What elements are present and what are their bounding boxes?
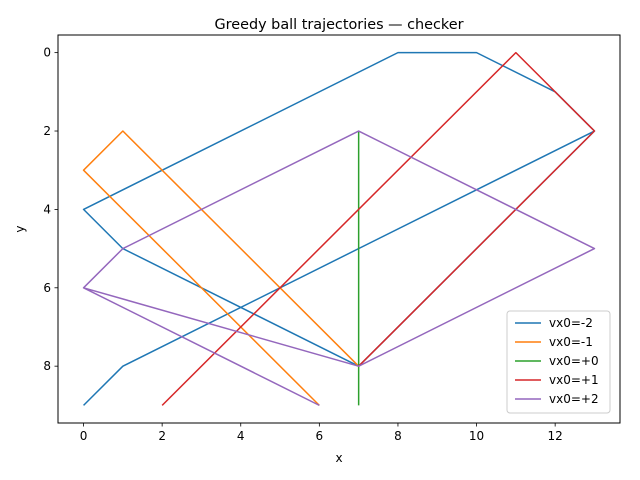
y-axis-label: y	[13, 225, 27, 232]
x-tick-label-1: 2	[158, 429, 166, 443]
plot-lines	[82, 51, 596, 407]
legend: vx0=-2 vx0=-1 vx0=+0 vx0=+1 vx0=+2	[506, 310, 611, 414]
y-axis-ticks: 0 2 4 6 8	[43, 46, 58, 373]
series-line-3	[161, 51, 596, 406]
legend-box	[506, 310, 611, 414]
y-tick-label-0: 0	[43, 46, 51, 60]
legend-label-3: vx0=+1	[549, 373, 599, 387]
y-tick-label-1: 2	[43, 124, 51, 138]
y-tick-label-3: 6	[43, 281, 51, 295]
x-tick-label-6: 12	[548, 429, 563, 443]
x-tick-label-0: 0	[80, 429, 88, 443]
legend-label-1: vx0=-1	[549, 335, 593, 349]
x-axis-ticks: 0 2 4 6 8 10 12	[80, 423, 563, 443]
x-tick-label-3: 6	[316, 429, 324, 443]
chart-title: Greedy ball trajectories — checker	[215, 17, 464, 33]
series-line-4	[82, 130, 596, 407]
y-tick-label-2: 4	[43, 202, 51, 216]
x-tick-label-4: 8	[394, 429, 402, 443]
legend-label-4: vx0=+2	[549, 392, 599, 406]
y-tick-label-4: 8	[43, 359, 51, 373]
plot-frame	[57, 34, 621, 424]
x-axis-label: x	[335, 451, 342, 465]
series-line-1	[82, 130, 360, 406]
legend-label-2: vx0=+0	[549, 354, 599, 368]
x-tick-label-5: 10	[469, 429, 484, 443]
x-tick-label-2: 4	[237, 429, 245, 443]
legend-label-0: vx0=-2	[549, 316, 593, 330]
